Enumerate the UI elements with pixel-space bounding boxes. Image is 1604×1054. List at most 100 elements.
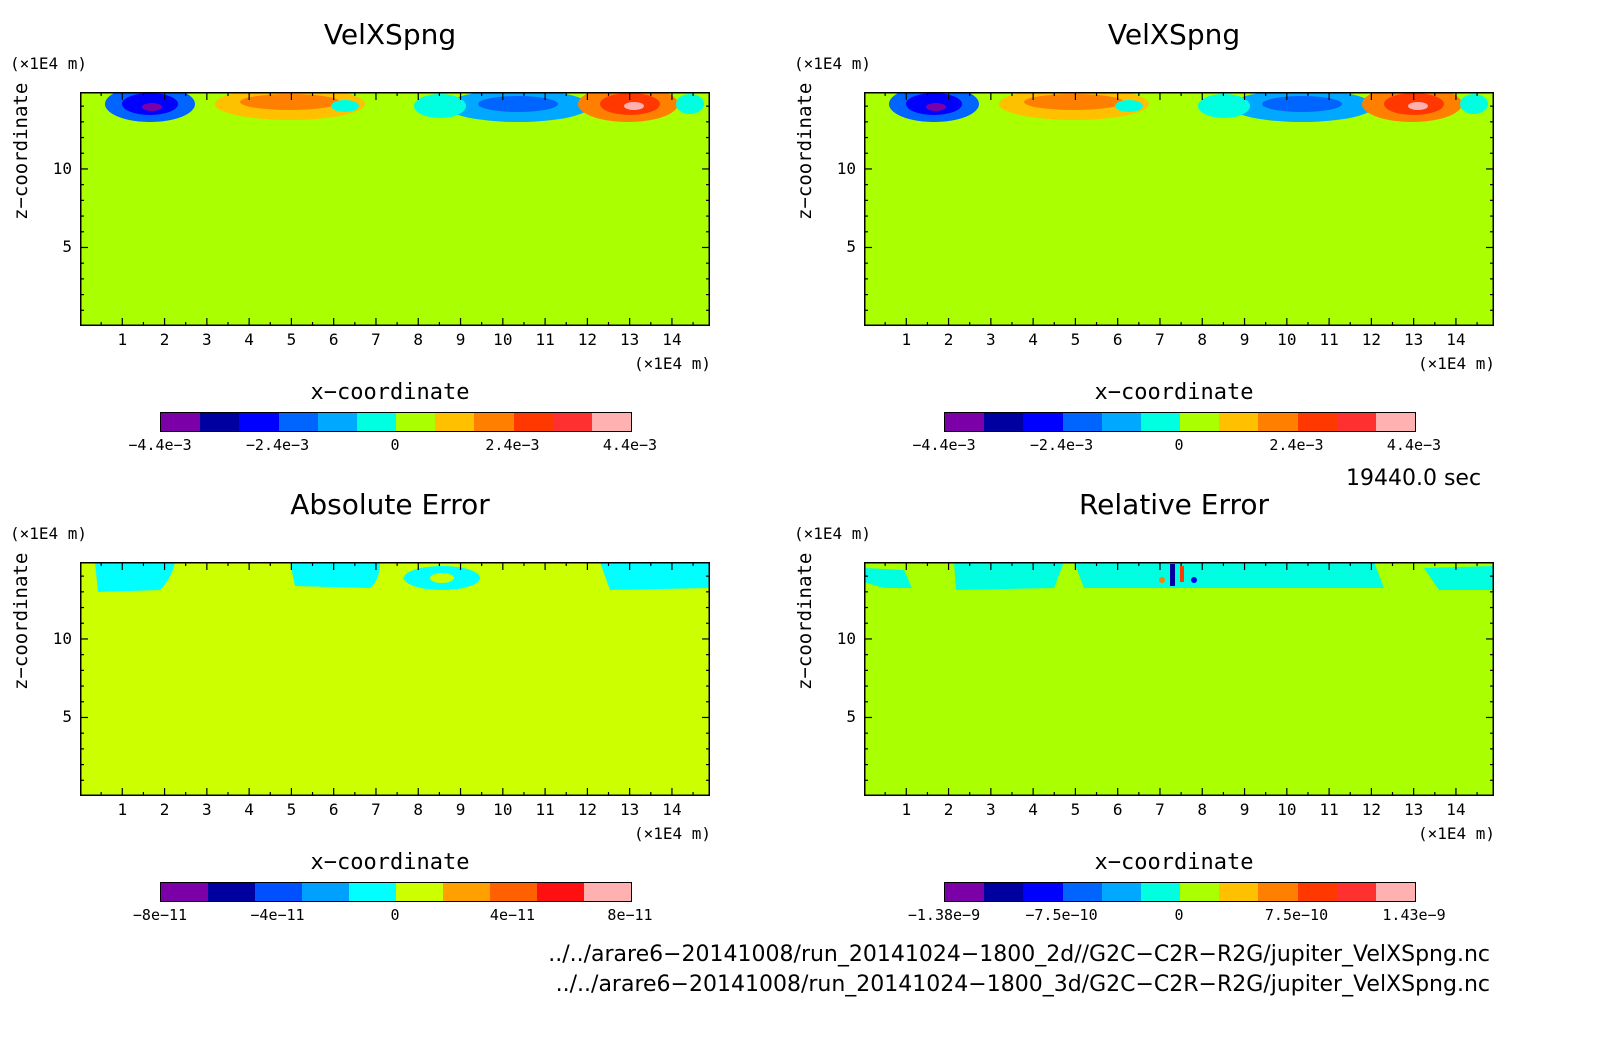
contour-region xyxy=(864,568,912,588)
colorbar-segment xyxy=(584,883,631,901)
x-tick-label: 14 xyxy=(1446,330,1466,349)
x-tick-label: 3 xyxy=(202,800,212,819)
colorbar-label: −1.38e−9 xyxy=(907,906,981,924)
colorbar-segment xyxy=(1258,413,1298,431)
x-unit: (×1E4 m) xyxy=(634,354,712,373)
x-tick-label: 6 xyxy=(328,330,339,349)
y-unit: (×1E4 m) xyxy=(10,524,88,543)
field-background xyxy=(80,92,710,326)
y-axis-label: z−coordinate xyxy=(794,552,816,690)
colorbar-label: 2.4e−3 xyxy=(485,436,540,454)
colorbar-segment xyxy=(513,413,553,431)
x-tick-label: 14 xyxy=(662,800,682,819)
contour-region xyxy=(1115,100,1143,112)
colorbar-segment xyxy=(200,413,240,431)
colorbar-segment xyxy=(1297,883,1337,901)
contour-region xyxy=(1170,564,1175,586)
contour-region xyxy=(290,562,380,588)
panel-velxspng-2d: VelXSpng (×1E4 m) z−coordinate (×1E4 m) … xyxy=(0,0,780,470)
x-tick-label: 7 xyxy=(371,330,381,349)
y-tick-label: 5 xyxy=(62,707,72,727)
x-tick-label: 9 xyxy=(1239,330,1250,349)
colorbar-segment xyxy=(1101,883,1141,901)
contour-region xyxy=(142,103,162,111)
colorbar-label: 1.43e−9 xyxy=(1382,906,1446,924)
x-tick-label: 12 xyxy=(1361,800,1382,819)
x-tick-label: 9 xyxy=(1239,800,1250,819)
contour-region xyxy=(331,100,359,112)
y-axis-label: z−coordinate xyxy=(10,552,32,690)
colorbar-label: −4e−11 xyxy=(250,906,305,924)
contour-region xyxy=(1074,562,1384,588)
field-background xyxy=(864,92,1494,326)
y-tick-label: 10 xyxy=(52,158,72,178)
colorbar-segment xyxy=(474,413,514,431)
colorbar xyxy=(944,412,1416,432)
contour-region xyxy=(240,94,340,110)
colorbar-segment xyxy=(1140,413,1181,431)
x-tick-label: 8 xyxy=(413,330,424,349)
contour-region xyxy=(1460,94,1488,114)
colorbar-segment xyxy=(356,413,397,431)
x-tick-label: 10 xyxy=(1277,800,1297,819)
colorbar-label: −4.4e−3 xyxy=(912,436,976,454)
x-tick-label: 9 xyxy=(455,800,466,819)
colorbar-segment xyxy=(161,883,208,901)
heatmap-plot xyxy=(864,92,1494,326)
colorbar-segment xyxy=(1180,883,1220,901)
colorbar-label: 4.4e−3 xyxy=(1386,436,1442,454)
x-tick-label: 8 xyxy=(1197,330,1208,349)
y-tick-label: 10 xyxy=(52,628,72,648)
contour-region xyxy=(954,562,1064,590)
x-tick-label: 12 xyxy=(577,800,598,819)
x-tick-label: 5 xyxy=(286,800,297,819)
contour-region xyxy=(926,103,946,111)
colorbar-segment xyxy=(984,413,1024,431)
x-tick-label: 13 xyxy=(1404,800,1424,819)
contour-region xyxy=(414,94,466,118)
colorbar-segment xyxy=(239,413,279,431)
heatmap-plot xyxy=(80,92,710,326)
panel-title: Absolute Error xyxy=(290,488,490,521)
x-tick-label: 11 xyxy=(1319,330,1339,349)
contour-region xyxy=(478,96,558,112)
colorbar-label: 0 xyxy=(390,436,400,454)
x-tick-label: 13 xyxy=(620,800,640,819)
y-axis-label: z−coordinate xyxy=(794,82,816,220)
x-tick-label: 14 xyxy=(662,330,682,349)
colorbar-label: −8e−11 xyxy=(132,906,188,924)
footer-path-3d: ../../arare6−20141008/run_20141024−1800_… xyxy=(555,972,1490,997)
colorbar-segment xyxy=(1180,413,1220,431)
colorbar-segment xyxy=(490,883,537,901)
contour-region xyxy=(1024,94,1124,110)
plot-frame xyxy=(80,92,710,326)
x-axis-label: x−coordinate xyxy=(1094,380,1254,405)
x-tick-label: 5 xyxy=(286,330,297,349)
colorbar-segment xyxy=(1219,883,1259,901)
panel-title: VelXSpng xyxy=(323,18,457,51)
contour-region xyxy=(1424,566,1494,590)
colorbar-segment xyxy=(1375,883,1416,901)
colorbar-label: −4.4e−3 xyxy=(128,436,192,454)
x-tick-label: 1 xyxy=(117,800,128,819)
y-unit: (×1E4 m) xyxy=(10,54,88,73)
x-tick-label: 11 xyxy=(535,330,555,349)
panel-title: VelXSpng xyxy=(1107,18,1241,51)
colorbar-label: 7.5e−10 xyxy=(1264,906,1329,924)
x-tick-label: 11 xyxy=(1319,800,1339,819)
x-tick-label: 2 xyxy=(159,800,170,819)
plot-frame xyxy=(864,92,1494,326)
colorbar-segment xyxy=(1023,413,1063,431)
colorbar-segment xyxy=(945,883,985,901)
x-tick-label: 5 xyxy=(1070,800,1081,819)
y-axis-label: z−coordinate xyxy=(10,82,32,220)
colorbar-segment xyxy=(1023,883,1063,901)
footer-path-2d: ../../arare6−20141008/run_20141024−1800_… xyxy=(548,942,1490,967)
panel-title: Relative Error xyxy=(1078,488,1270,521)
x-tick-label: 3 xyxy=(986,330,996,349)
x-tick-label: 8 xyxy=(413,800,424,819)
sponge-layer-band xyxy=(95,562,710,592)
x-tick-label: 11 xyxy=(535,800,555,819)
x-unit: (×1E4 m) xyxy=(1418,354,1496,373)
y-unit: (×1E4 m) xyxy=(794,524,872,543)
